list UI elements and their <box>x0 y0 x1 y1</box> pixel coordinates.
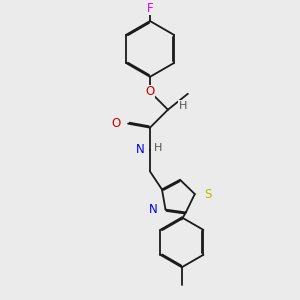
Text: H: H <box>179 101 187 111</box>
Text: N: N <box>149 203 158 216</box>
Text: N: N <box>136 143 144 156</box>
Text: O: O <box>112 117 121 130</box>
Text: S: S <box>204 188 212 200</box>
Text: F: F <box>147 2 153 15</box>
Text: H: H <box>154 142 162 153</box>
Text: O: O <box>146 85 154 98</box>
